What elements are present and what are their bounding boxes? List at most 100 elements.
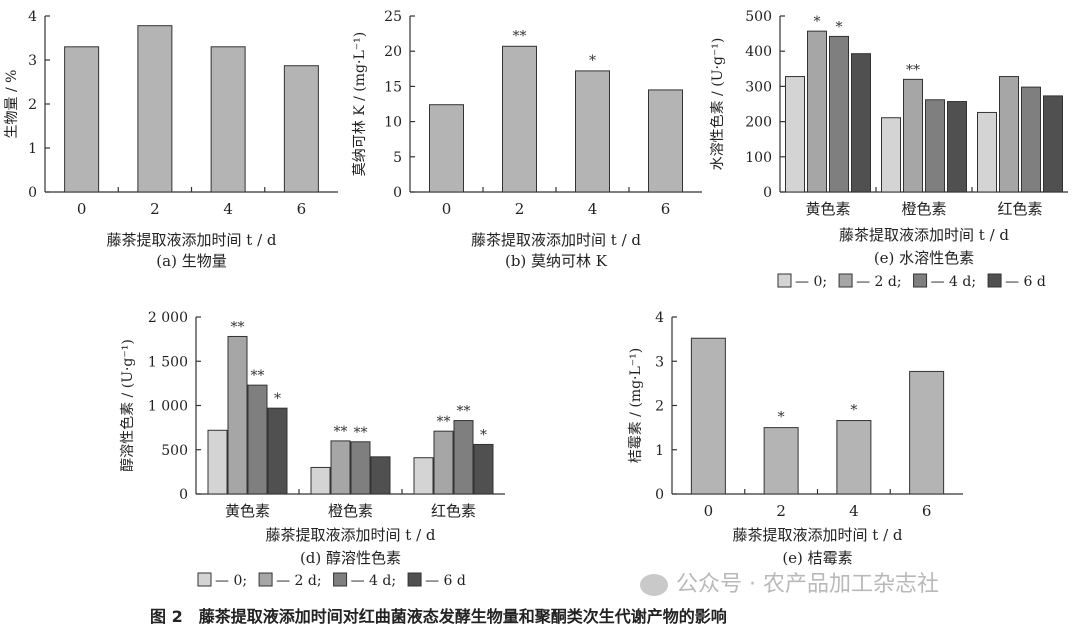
y-tick-label: 0: [655, 487, 664, 503]
y-tick-label: 4: [655, 310, 664, 326]
y-tick-label: 3: [655, 354, 664, 370]
legend-swatch: [333, 572, 348, 587]
y-tick-label: 2: [28, 97, 37, 113]
y-tick-label: 1: [655, 443, 664, 459]
legend-swatch: [913, 273, 928, 288]
bar: [829, 35, 849, 193]
y-tick-label: 2 000: [148, 310, 188, 326]
x-axis-label: 藤茶提取液添加时间 t / d: [107, 231, 277, 249]
x-axis-label: 藤茶提取液添加时间 t / d: [266, 526, 436, 544]
bar: [575, 70, 610, 193]
chart-a: 0 1 2 3 4 0 2 4 6 生物量 / % 藤茶提取液添加时间 t / d (a) 生物量: [4, 9, 338, 270]
x-tick-label: 4: [588, 200, 598, 218]
bar: [690, 337, 726, 495]
significance-mark: **: [334, 424, 348, 440]
significance-mark: *: [836, 19, 843, 35]
chart-b: 0 5 10 15 20 25 0 2 ** 4 * 6 莫纳可林 K / (mg·L⁻¹) 藤茶提取液添…: [352, 9, 702, 270]
bar: [453, 420, 474, 495]
significance-mark: *: [480, 427, 487, 443]
bar: [207, 429, 228, 495]
legend-label: — 0;: [215, 573, 247, 589]
bar: [473, 443, 494, 495]
x-tick-label: 6: [922, 502, 932, 520]
significance-mark: **: [354, 425, 368, 441]
chart-caption: (e) 桔霉素: [782, 549, 852, 567]
legend: — 0; — 2 d; — 4 d; — 6 d: [777, 273, 1046, 290]
y-tick-label: 100: [745, 150, 772, 166]
y-axis-label: 醇溶性色素 / (U·g⁻¹): [119, 339, 136, 472]
bar: [227, 335, 248, 495]
legend: — 0; — 2 d; — 4 d; — 6 d: [197, 572, 466, 589]
significance-mark: **: [251, 368, 265, 384]
bar: [1021, 86, 1041, 193]
y-tick-label: 0: [28, 185, 37, 201]
y-tick-label: 500: [745, 9, 772, 25]
bar: [785, 76, 805, 193]
y-axis-label: 桔霉素 / (mg·L⁻¹): [628, 348, 644, 464]
x-tick-label: 2: [776, 502, 786, 520]
x-tick-label: 红色素: [431, 502, 476, 520]
bar: [330, 440, 351, 495]
legend-swatch: [838, 273, 853, 288]
bar: [247, 384, 268, 495]
y-tick-label: 20: [384, 44, 402, 60]
bar: [763, 427, 799, 495]
legend-swatch: [258, 572, 273, 587]
bar: [350, 441, 371, 495]
bar: [807, 30, 827, 193]
bar: [64, 46, 100, 193]
bar: [851, 53, 871, 193]
legend-swatch: [777, 273, 792, 288]
bar: [836, 420, 872, 495]
bar: [1043, 95, 1063, 193]
bar: [903, 78, 923, 193]
bar: [909, 370, 945, 495]
significance-mark: **: [513, 28, 527, 44]
significance-mark: *: [850, 403, 857, 419]
x-axis-label: 藤茶提取液添加时间 t / d: [733, 526, 903, 544]
y-tick-label: 300: [745, 79, 772, 95]
significance-mark: **: [231, 319, 245, 335]
x-tick-label: 6: [297, 200, 307, 218]
bar: [137, 25, 173, 193]
y-tick-label: 1 000: [148, 399, 188, 415]
y-tick-label: 15: [384, 79, 402, 95]
legend-label: — 6 d: [1005, 274, 1046, 290]
x-tick-label: 黄色素: [225, 502, 270, 520]
y-tick-label: 5: [393, 150, 402, 166]
bar: [429, 104, 464, 193]
figure-title: 图 2 藤茶提取液添加时间对红曲菌液态发酵生物量和聚酮类次生代谢产物的影响: [150, 607, 727, 626]
x-tick-label: 黄色素: [805, 200, 850, 218]
y-tick-label: 1 500: [148, 354, 188, 370]
significance-mark: *: [814, 14, 821, 30]
significance-mark: *: [778, 410, 785, 426]
y-tick-label: 4: [28, 9, 37, 25]
y-tick-label: 25: [384, 9, 402, 25]
bar: [310, 466, 331, 495]
x-tick-label: 2: [515, 200, 525, 218]
x-tick-label: 2: [150, 200, 160, 218]
x-axis-label: 藤茶提取液添加时间 t / d: [839, 226, 1009, 244]
watermark: 公众号 · 农产品加工杂志社: [640, 566, 939, 598]
x-tick-label: 4: [223, 200, 233, 218]
chart-caption: (a) 生物量: [156, 252, 226, 270]
chart-e: 0 1 2 3 4 0 2 * 4 * 6 桔霉素 / (mg·L⁻¹) 藤茶提取液添加时间 t / d…: [628, 310, 963, 567]
y-tick-label: 0: [763, 185, 772, 201]
y-tick-label: 10: [384, 115, 402, 131]
bar: [370, 456, 391, 495]
y-axis-label: 莫纳可林 K / (mg·L⁻¹): [352, 32, 368, 176]
bar: [210, 46, 246, 193]
legend-label: — 2 d;: [276, 573, 322, 589]
bar: [267, 407, 288, 495]
bar: [977, 111, 997, 193]
y-tick-label: 200: [745, 115, 772, 131]
bar: [433, 430, 454, 495]
significance-mark: **: [906, 62, 920, 78]
y-axis-label: 生物量 / %: [4, 70, 20, 139]
legend-label: — 4 d;: [931, 274, 977, 290]
wechat-icon: [640, 574, 668, 596]
x-tick-label: 0: [442, 200, 452, 218]
x-tick-label: 4: [849, 502, 859, 520]
bar: [648, 89, 683, 193]
y-tick-label: 400: [745, 44, 772, 60]
